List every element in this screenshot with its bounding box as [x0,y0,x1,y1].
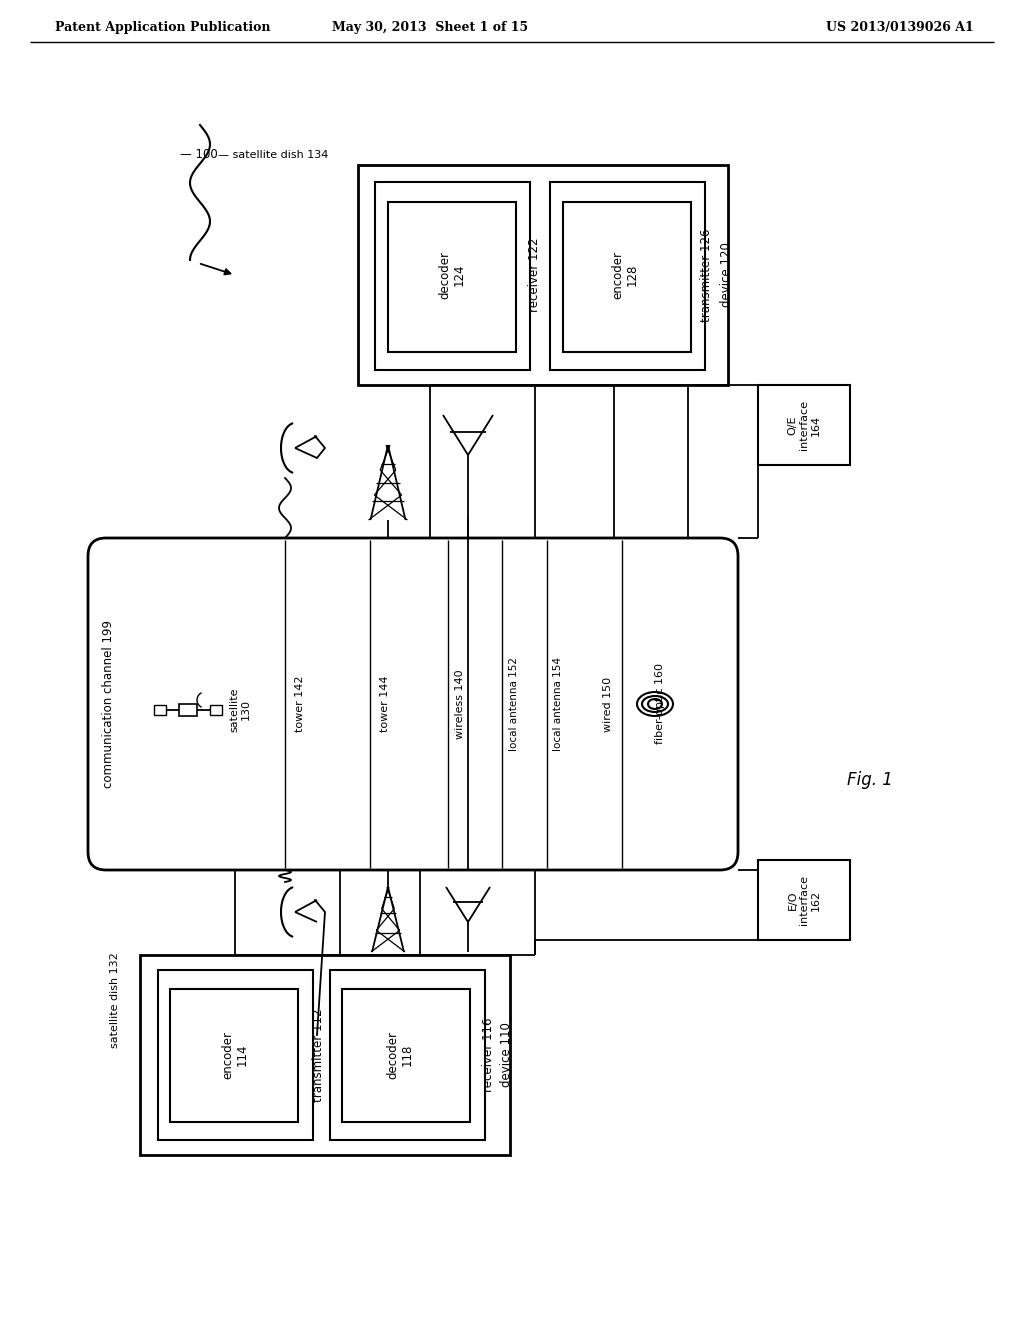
FancyBboxPatch shape [88,539,738,870]
Text: communication channel 199: communication channel 199 [101,620,115,788]
Text: device 120: device 120 [721,243,733,308]
Bar [179,704,197,715]
Bar [158,970,313,1140]
Text: O/E
interface
164: O/E interface 164 [787,400,820,450]
Bar [154,705,166,715]
Text: encoder
128: encoder 128 [611,251,639,300]
Bar [550,182,705,370]
Text: wireless 140: wireless 140 [455,669,465,739]
Text: Fig. 1: Fig. 1 [847,771,893,789]
Text: satellite
130: satellite 130 [229,688,251,733]
Text: Patent Application Publication: Patent Application Publication [55,21,270,34]
Text: E/O
interface
162: E/O interface 162 [787,875,820,925]
Bar [563,202,691,352]
Text: tower 142: tower 142 [295,676,305,733]
Bar [358,165,728,385]
Bar [758,861,850,940]
Text: tower 144: tower 144 [380,676,390,733]
Text: device 110: device 110 [501,1023,513,1088]
Text: local antenna 152: local antenna 152 [509,657,519,751]
Text: satellite dish 132: satellite dish 132 [110,952,120,1048]
Text: receiver 116: receiver 116 [481,1018,495,1092]
Bar [758,385,850,465]
Bar [210,705,222,715]
Text: decoder
118: decoder 118 [386,1031,414,1078]
Bar [342,989,470,1122]
Text: May 30, 2013  Sheet 1 of 15: May 30, 2013 Sheet 1 of 15 [332,21,528,34]
Text: transmitter 112: transmitter 112 [311,1008,325,1102]
Text: local antenna 154: local antenna 154 [553,657,563,751]
Text: fiber-optic 160: fiber-optic 160 [655,664,665,744]
Bar [388,202,516,352]
Text: wired 150: wired 150 [603,676,613,731]
Bar [330,970,485,1140]
Text: transmitter 126: transmitter 126 [700,228,714,322]
Text: — 100: — 100 [180,149,218,161]
Text: — satellite dish 134: — satellite dish 134 [218,150,329,160]
Text: receiver 122: receiver 122 [527,238,541,313]
Bar [170,989,298,1122]
Text: encoder
114: encoder 114 [221,1031,249,1078]
Bar [375,182,530,370]
Text: US 2013/0139026 A1: US 2013/0139026 A1 [826,21,974,34]
Text: decoder
124: decoder 124 [438,251,466,300]
Bar [140,954,510,1155]
